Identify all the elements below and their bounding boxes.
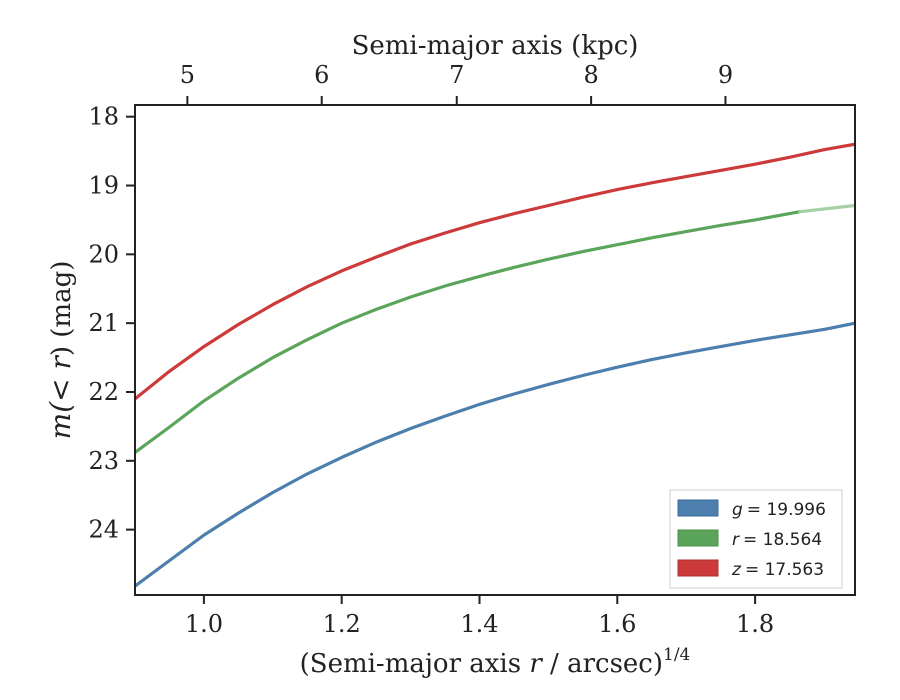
ticks-layer: 1.0 1.2 1.4 1.6 1.8 18 19 20 21 22 23 24 5 6 7 8 9 <box>88 61 774 638</box>
legend-swatch-z <box>677 559 719 577</box>
svg-text:g= 19.996: g = 19.996 <box>732 500 826 520</box>
series-layer <box>135 142 855 588</box>
legend-value-g: = 19.996 <box>747 500 826 520</box>
legend-value-z: = 17.563 <box>745 560 824 580</box>
legend-swatch-g <box>677 499 719 517</box>
legend-var-g: g <box>732 500 743 520</box>
y-tick-label: 21 <box>88 309 119 337</box>
x-tick-label: 1.0 <box>185 610 223 638</box>
y-tick-label: 24 <box>88 516 119 544</box>
svg-text:z= 17.563: z = 17.563 <box>731 560 824 580</box>
y-tick-label: 18 <box>88 103 119 131</box>
x-tick-label: 1.2 <box>323 610 361 638</box>
x-axis-title: (Semi-major axis r / arcsec)1/4 <box>300 645 691 679</box>
legend-entry-z: z = 17.563 <box>677 559 824 580</box>
legend-entry-r: r = 18.564 <box>677 529 822 550</box>
svg-text:r= 18.564: r = 18.564 <box>732 530 822 550</box>
legend-entry-g: g = 19.996 <box>677 499 826 520</box>
legend-var-r: r <box>732 530 740 550</box>
top-tick-label: 7 <box>449 61 464 89</box>
legend-var-z: z <box>731 560 742 580</box>
x-tick-label: 1.4 <box>460 610 498 638</box>
legend: g = 19.996 r = 18.564 z = 17.563 <box>669 489 843 589</box>
plot-frame <box>134 104 856 596</box>
x-tick-label: 1.6 <box>598 610 636 638</box>
series-line-g <box>135 321 855 588</box>
series-line-r-extrapolated <box>798 203 855 214</box>
top-tick-label: 5 <box>180 61 195 89</box>
top-tick-label: 8 <box>583 61 598 89</box>
top-tick-label: 6 <box>314 61 329 89</box>
y-tick-label: 23 <box>88 447 119 475</box>
x-tick-label: 1.8 <box>736 610 774 638</box>
legend-value-r: = 18.564 <box>743 530 822 550</box>
series-line-r <box>135 210 802 455</box>
legend-swatch-r <box>677 529 719 547</box>
series-line-z <box>135 142 855 401</box>
y-tick-label: 22 <box>88 378 119 406</box>
y-tick-label: 19 <box>88 172 119 200</box>
y-axis-title: m(< r) (mag) <box>44 261 77 440</box>
top-axis-title: Semi-major axis (kpc) <box>352 31 639 61</box>
y-tick-label: 20 <box>88 240 119 268</box>
top-tick-label: 9 <box>718 61 733 89</box>
